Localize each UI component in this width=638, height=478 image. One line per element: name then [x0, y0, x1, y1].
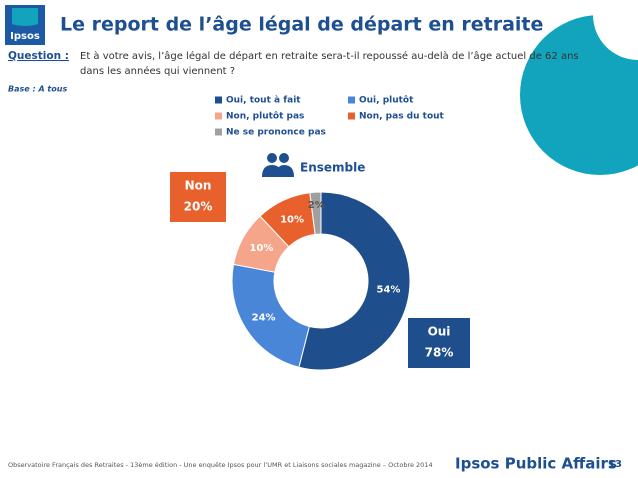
legend-swatch: [348, 112, 355, 120]
page-number: 13: [608, 459, 622, 470]
data-label: 24%: [252, 312, 276, 323]
chart-title: Ensemble: [300, 161, 365, 175]
legend-label: Non, plutôt pas: [226, 111, 304, 122]
data-label: 2%: [308, 200, 325, 211]
annotation-box: [170, 172, 226, 222]
legend-swatch: [348, 96, 355, 104]
slide-title: Le report de l’âge légal de départ en re…: [60, 14, 543, 36]
data-label: 10%: [249, 243, 273, 254]
logo-text: Ipsos: [10, 31, 40, 42]
annotation-value: 20%: [184, 200, 213, 214]
decor-circle: [520, 15, 638, 175]
legend-label: Oui, tout à fait: [226, 96, 301, 106]
base-text: Base : A tous: [8, 85, 67, 94]
legend-swatch: [215, 96, 222, 104]
logo-shape: [12, 8, 38, 26]
annotation-label: Oui: [428, 325, 451, 339]
footer-brand: Ipsos Public Affairs: [455, 455, 617, 473]
legend-label: Oui, plutôt: [359, 95, 414, 106]
data-label: 10%: [280, 214, 304, 225]
question-label: Question :: [8, 50, 69, 62]
legend-label: Non, pas du tout: [359, 112, 445, 122]
legend-label: Ne se prononce pas: [226, 128, 326, 138]
question-text: Et à votre avis, l’âge légal de départ e…: [80, 50, 579, 62]
annotation-box: [408, 318, 470, 368]
donut-segment: [231, 263, 310, 368]
people-icon: [262, 153, 294, 177]
decor-circle: [593, 0, 638, 60]
donut-segment: [309, 191, 322, 235]
legend-swatch: [215, 128, 222, 136]
annotation-value: 78%: [425, 346, 454, 360]
data-label: 54%: [376, 285, 400, 296]
question-text: dans les années qui viennent ?: [80, 65, 235, 77]
legend-swatch: [215, 112, 222, 120]
donut-segment: [298, 191, 411, 371]
footer-source: Observatoire Français des Retraites - 13…: [8, 461, 433, 469]
annotation-label: Non: [185, 179, 212, 193]
